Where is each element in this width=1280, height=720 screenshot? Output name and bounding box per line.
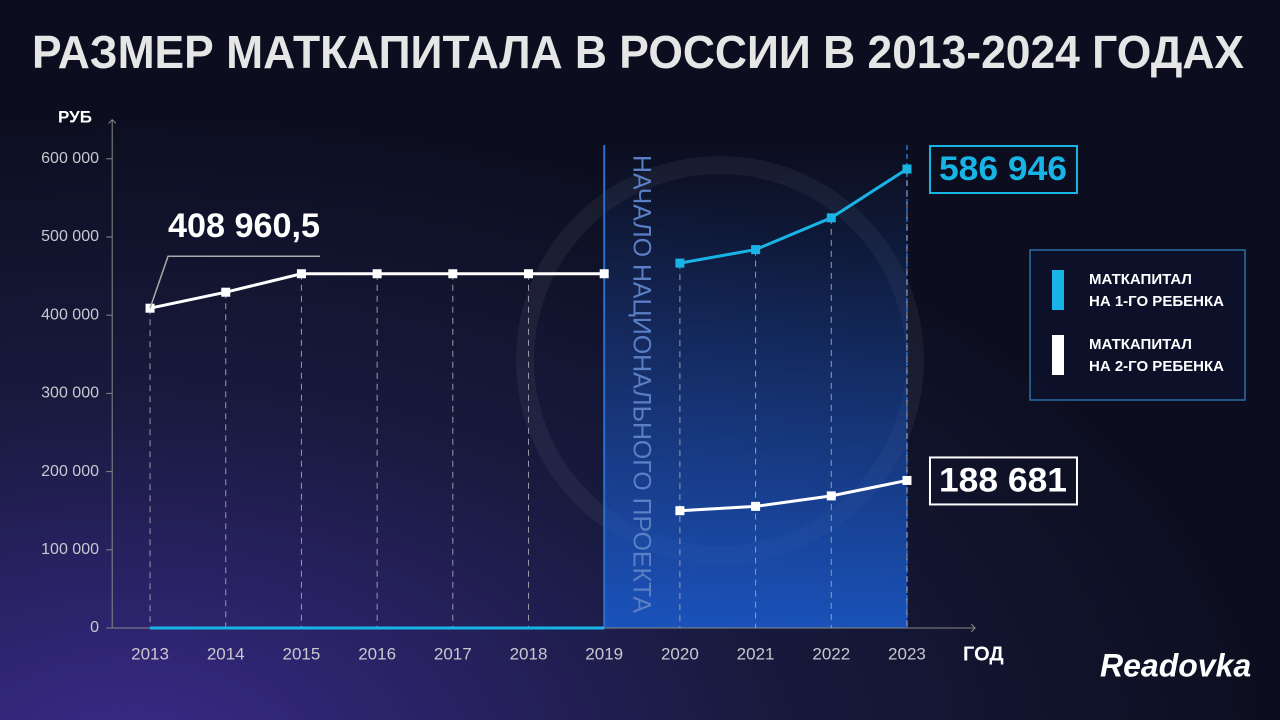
x-tick-label: 2020 bbox=[661, 644, 699, 663]
point bbox=[599, 269, 609, 279]
y-tick-label: 500 000 bbox=[41, 228, 99, 245]
x-tick-label: 2019 bbox=[585, 644, 623, 663]
data-label-box bbox=[928, 456, 1078, 506]
legend-label-line: МАТКАПИТАЛ bbox=[1089, 336, 1196, 353]
legend-swatch bbox=[1052, 335, 1064, 375]
point bbox=[448, 269, 458, 279]
legend-swatch bbox=[1052, 270, 1064, 310]
point bbox=[675, 506, 685, 516]
point bbox=[902, 164, 912, 174]
point bbox=[826, 213, 836, 223]
legend-label: МАТКАПИТАЛ НА 2-ГО РЕБЕНКА bbox=[1089, 336, 1224, 375]
x-tick-label: 2023 bbox=[888, 644, 926, 663]
x-tick-label: 2018 bbox=[510, 644, 548, 663]
chart-title: РАЗМЕР МАТКАПИТАЛА В РОССИИ В 2013-2024 … bbox=[32, 26, 1244, 78]
point bbox=[826, 491, 836, 501]
data-label: 586 946 bbox=[939, 150, 1067, 188]
x-tick-label: 2013 bbox=[131, 644, 169, 663]
y-tick-label: 0 bbox=[90, 619, 99, 636]
point bbox=[372, 269, 382, 279]
series-line bbox=[679, 167, 908, 265]
point bbox=[296, 269, 306, 279]
legend-label: МАТКАПИТАЛ НА 1-ГО РЕБЕНКА bbox=[1089, 271, 1224, 310]
x-tick-label: 2017 bbox=[434, 644, 472, 663]
legend-label-line: НА 2-ГО РЕБЕНКА bbox=[1089, 358, 1224, 375]
brand-logo: Readovka bbox=[1100, 647, 1251, 683]
point bbox=[751, 501, 761, 511]
y-tick-label: 100 000 bbox=[41, 541, 99, 558]
y-axis-label: РУБ bbox=[58, 107, 92, 126]
label-leader bbox=[149, 255, 321, 309]
data-label: 408 960,5 bbox=[168, 207, 320, 245]
x-tick-label: 2016 bbox=[358, 644, 396, 663]
point bbox=[751, 245, 761, 255]
x-tick-label: 2022 bbox=[812, 644, 850, 663]
legend-label-line: НА 1-ГО РЕБЕНКА bbox=[1089, 293, 1224, 310]
point bbox=[675, 258, 685, 268]
annotation-text: НАЧАЛО НАЦИОНАЛЬНОГО ПРОЕКТА bbox=[628, 155, 656, 613]
x-tick-label: 2014 bbox=[207, 644, 245, 663]
point bbox=[221, 287, 231, 297]
series-line bbox=[679, 478, 908, 513]
legend-box bbox=[1029, 249, 1246, 401]
x-axis-label: ГОД bbox=[963, 643, 1004, 665]
legend-label-line: МАТКАПИТАЛ bbox=[1089, 271, 1196, 288]
y-tick-label: 200 000 bbox=[41, 463, 99, 480]
y-tick-label: 600 000 bbox=[41, 150, 99, 167]
y-tick-label: 300 000 bbox=[41, 385, 99, 402]
point bbox=[524, 269, 534, 279]
data-label: 188 681 bbox=[939, 461, 1067, 499]
y-tick-label: 400 000 bbox=[41, 306, 99, 323]
data-label-box bbox=[928, 145, 1078, 195]
x-tick-label: 2021 bbox=[737, 644, 775, 663]
x-tick-label: 2015 bbox=[283, 644, 321, 663]
point bbox=[902, 475, 912, 485]
